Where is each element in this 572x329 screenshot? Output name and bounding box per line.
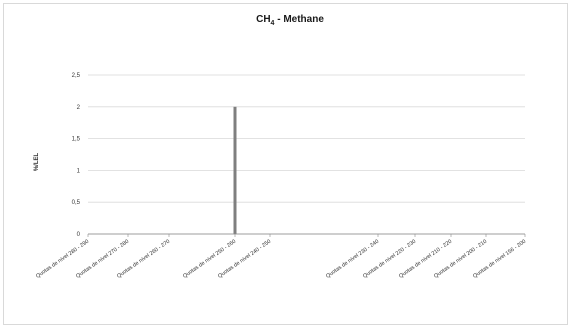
y-tick-label: 1 — [77, 168, 81, 174]
y-tick-labels: 0 0,5 1 1,5 2 2,5 — [72, 73, 81, 238]
bars — [233, 106, 237, 234]
x-axis — [87, 233, 526, 237]
chart-frame — [3, 3, 568, 325]
y-tick-label: 2,5 — [72, 73, 81, 79]
chart-title: CH4 - Methane — [256, 14, 324, 27]
y-tick-label: 0 — [77, 232, 81, 238]
chart-title-rest: - Methane — [274, 14, 324, 25]
chart-title-subscript: 4 — [271, 20, 275, 27]
chart-title-main: CH — [256, 14, 270, 25]
y-tick-label: 1,5 — [72, 137, 81, 143]
grid-lines — [88, 74, 525, 235]
y-tick-label: 0,5 — [72, 200, 81, 206]
y-axis-label: %/LEL — [34, 153, 40, 172]
y-tick-label: 2 — [77, 105, 81, 111]
bar — [233, 106, 237, 234]
